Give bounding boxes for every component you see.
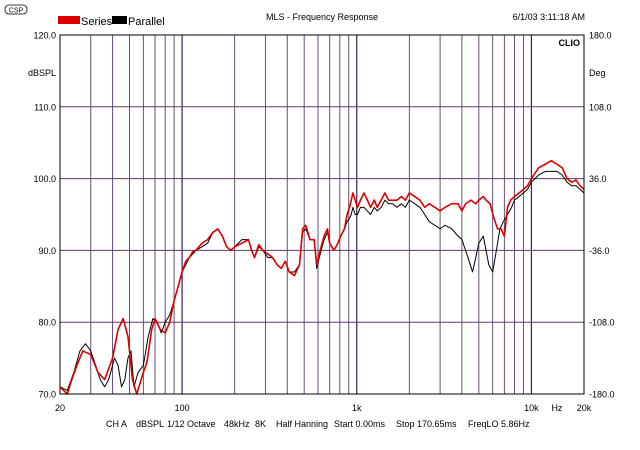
clio-badge: CLIO [548, 37, 582, 48]
legend-label-series: Series [81, 16, 113, 28]
status-item: Half Hanning [276, 419, 328, 429]
legend-label-parallel: Parallel [128, 16, 165, 28]
clio-badge-text: CLIO [559, 38, 581, 48]
right-tick-label: 108.0 [589, 102, 612, 112]
series-line-series [59, 159, 585, 395]
status-item: FreqLO 5.86Hz [468, 419, 530, 429]
x-axis-unit: Hz [551, 403, 562, 413]
left-tick-label: 70.0 [38, 390, 56, 400]
status-item: Start 0.00ms [334, 419, 386, 429]
x-axis-ticks: 20 100 1k 10k 20k [55, 403, 592, 413]
chart-timestamp: 6/1/03 3:11:18 AM [513, 12, 585, 22]
left-tick-label: 90.0 [38, 246, 56, 256]
legend-swatch-parallel [112, 16, 127, 24]
status-item: Stop 170.65ms [396, 419, 457, 429]
x-tick-label: 20 [55, 403, 65, 413]
legend-swatch-series [58, 16, 80, 24]
right-axis-ticks: -180.0 -108.0 -36.0 36.0 108.0 180.0 [589, 31, 615, 400]
status-item: 1/12 Octave [167, 419, 216, 429]
chart-title: MLS - Frequency Response [266, 12, 378, 22]
left-axis-unit: dBSPL [28, 68, 56, 78]
status-item: CH A [106, 419, 127, 429]
right-tick-label: 36.0 [589, 174, 607, 184]
right-axis-unit: Deg [589, 68, 606, 78]
status-item: 8K [255, 419, 266, 429]
legend: Series Parallel [58, 16, 165, 28]
right-tick-label: -36.0 [589, 246, 610, 256]
status-item: 48kHz [224, 419, 250, 429]
plot-frame [59, 34, 585, 395]
x-tick-label: 20k [577, 403, 592, 413]
x-tick-label: 10k [524, 403, 539, 413]
status-bar: CH A dBSPL 1/12 Octave 48kHz 8K Half Hanning S… [106, 419, 530, 429]
right-tick-label: -108.0 [589, 318, 615, 328]
series-layer [59, 159, 585, 395]
x-tick-label: 1k [352, 403, 362, 413]
logo-text: CSP [9, 8, 24, 15]
series-line-parallel [59, 170, 585, 391]
left-axis-ticks: 70.0 80.0 90.0 100.0 110.0 120.0 [33, 31, 56, 400]
left-tick-label: 80.0 [38, 318, 56, 328]
status-item: dBSPL [136, 419, 164, 429]
left-tick-label: 110.0 [34, 102, 56, 112]
right-tick-label: -180.0 [589, 390, 615, 400]
vertical-gridlines [90, 35, 533, 394]
left-tick-label: 120.0 [33, 31, 56, 41]
x-tick-label: 100 [175, 403, 190, 413]
right-tick-label: 180.0 [589, 31, 612, 41]
horizontal-gridlines [60, 106, 584, 323]
left-tick-label: 100.0 [33, 174, 56, 184]
logo: CSP [4, 4, 28, 15]
